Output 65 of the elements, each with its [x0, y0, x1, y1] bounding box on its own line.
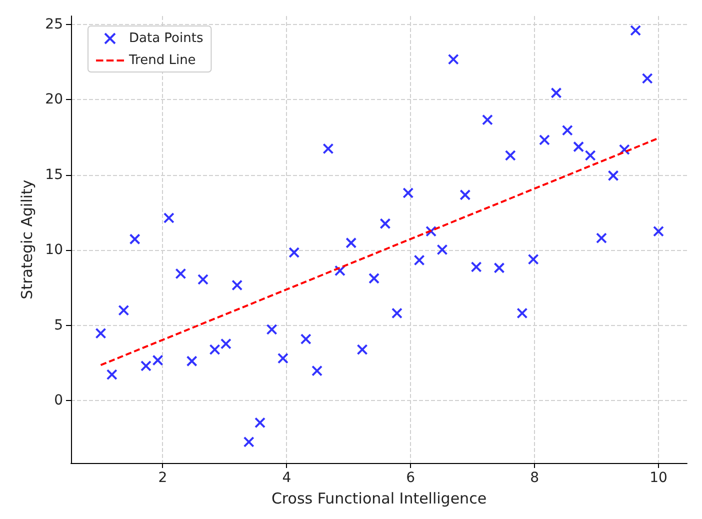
point	[618, 144, 630, 156]
y-tick-label: 15	[45, 166, 63, 183]
point	[186, 356, 198, 367]
point	[95, 328, 106, 339]
point	[538, 134, 550, 146]
point	[630, 24, 642, 36]
point	[175, 268, 186, 280]
point	[448, 54, 459, 65]
y-axis-title: Strategic Agility	[18, 180, 36, 300]
point	[140, 360, 152, 372]
point	[163, 212, 174, 224]
point	[288, 247, 300, 258]
point	[482, 114, 493, 126]
point	[504, 150, 516, 161]
x-tick-label: 6	[406, 470, 416, 486]
point	[106, 369, 118, 380]
point	[470, 261, 482, 272]
point	[356, 344, 368, 356]
point	[312, 365, 323, 376]
point	[254, 417, 266, 428]
legend-label: Trend Line	[128, 53, 196, 68]
x-axis-title: Cross Functional Intelligence	[271, 490, 487, 508]
point	[608, 170, 619, 182]
point	[220, 338, 232, 350]
point	[414, 254, 425, 266]
y-tick-label: 20	[45, 92, 63, 108]
point	[368, 272, 380, 284]
point	[460, 189, 471, 200]
x-tick-label: 2	[158, 470, 168, 486]
point	[118, 304, 130, 316]
point	[528, 254, 539, 265]
x-tick-label: 10	[650, 470, 668, 486]
point	[550, 87, 562, 98]
point	[426, 226, 437, 237]
point	[391, 308, 402, 319]
y-tick-label: 10	[45, 242, 63, 258]
legend-label: Data Points	[129, 31, 204, 46]
point	[516, 308, 528, 319]
x-tick-label: 4	[282, 470, 292, 486]
point	[380, 218, 391, 230]
point	[642, 72, 653, 84]
point	[300, 334, 312, 345]
y-tick-label: 25	[45, 16, 63, 32]
point	[584, 150, 596, 161]
y-tick-label: 5	[54, 317, 63, 334]
point	[198, 274, 208, 285]
point	[436, 244, 448, 256]
point	[562, 124, 573, 136]
point	[573, 141, 584, 152]
point	[334, 265, 346, 276]
point	[596, 232, 607, 244]
point	[266, 324, 278, 335]
point	[322, 143, 334, 154]
point	[346, 237, 357, 248]
point	[494, 262, 505, 274]
point	[209, 344, 220, 356]
point	[129, 234, 140, 245]
point	[152, 354, 164, 366]
x-tick-label: 8	[530, 470, 540, 486]
point	[277, 352, 288, 364]
point	[243, 436, 254, 448]
y-tick-label: 0	[54, 392, 63, 409]
point	[232, 280, 243, 291]
point	[402, 187, 414, 198]
point	[652, 226, 664, 237]
